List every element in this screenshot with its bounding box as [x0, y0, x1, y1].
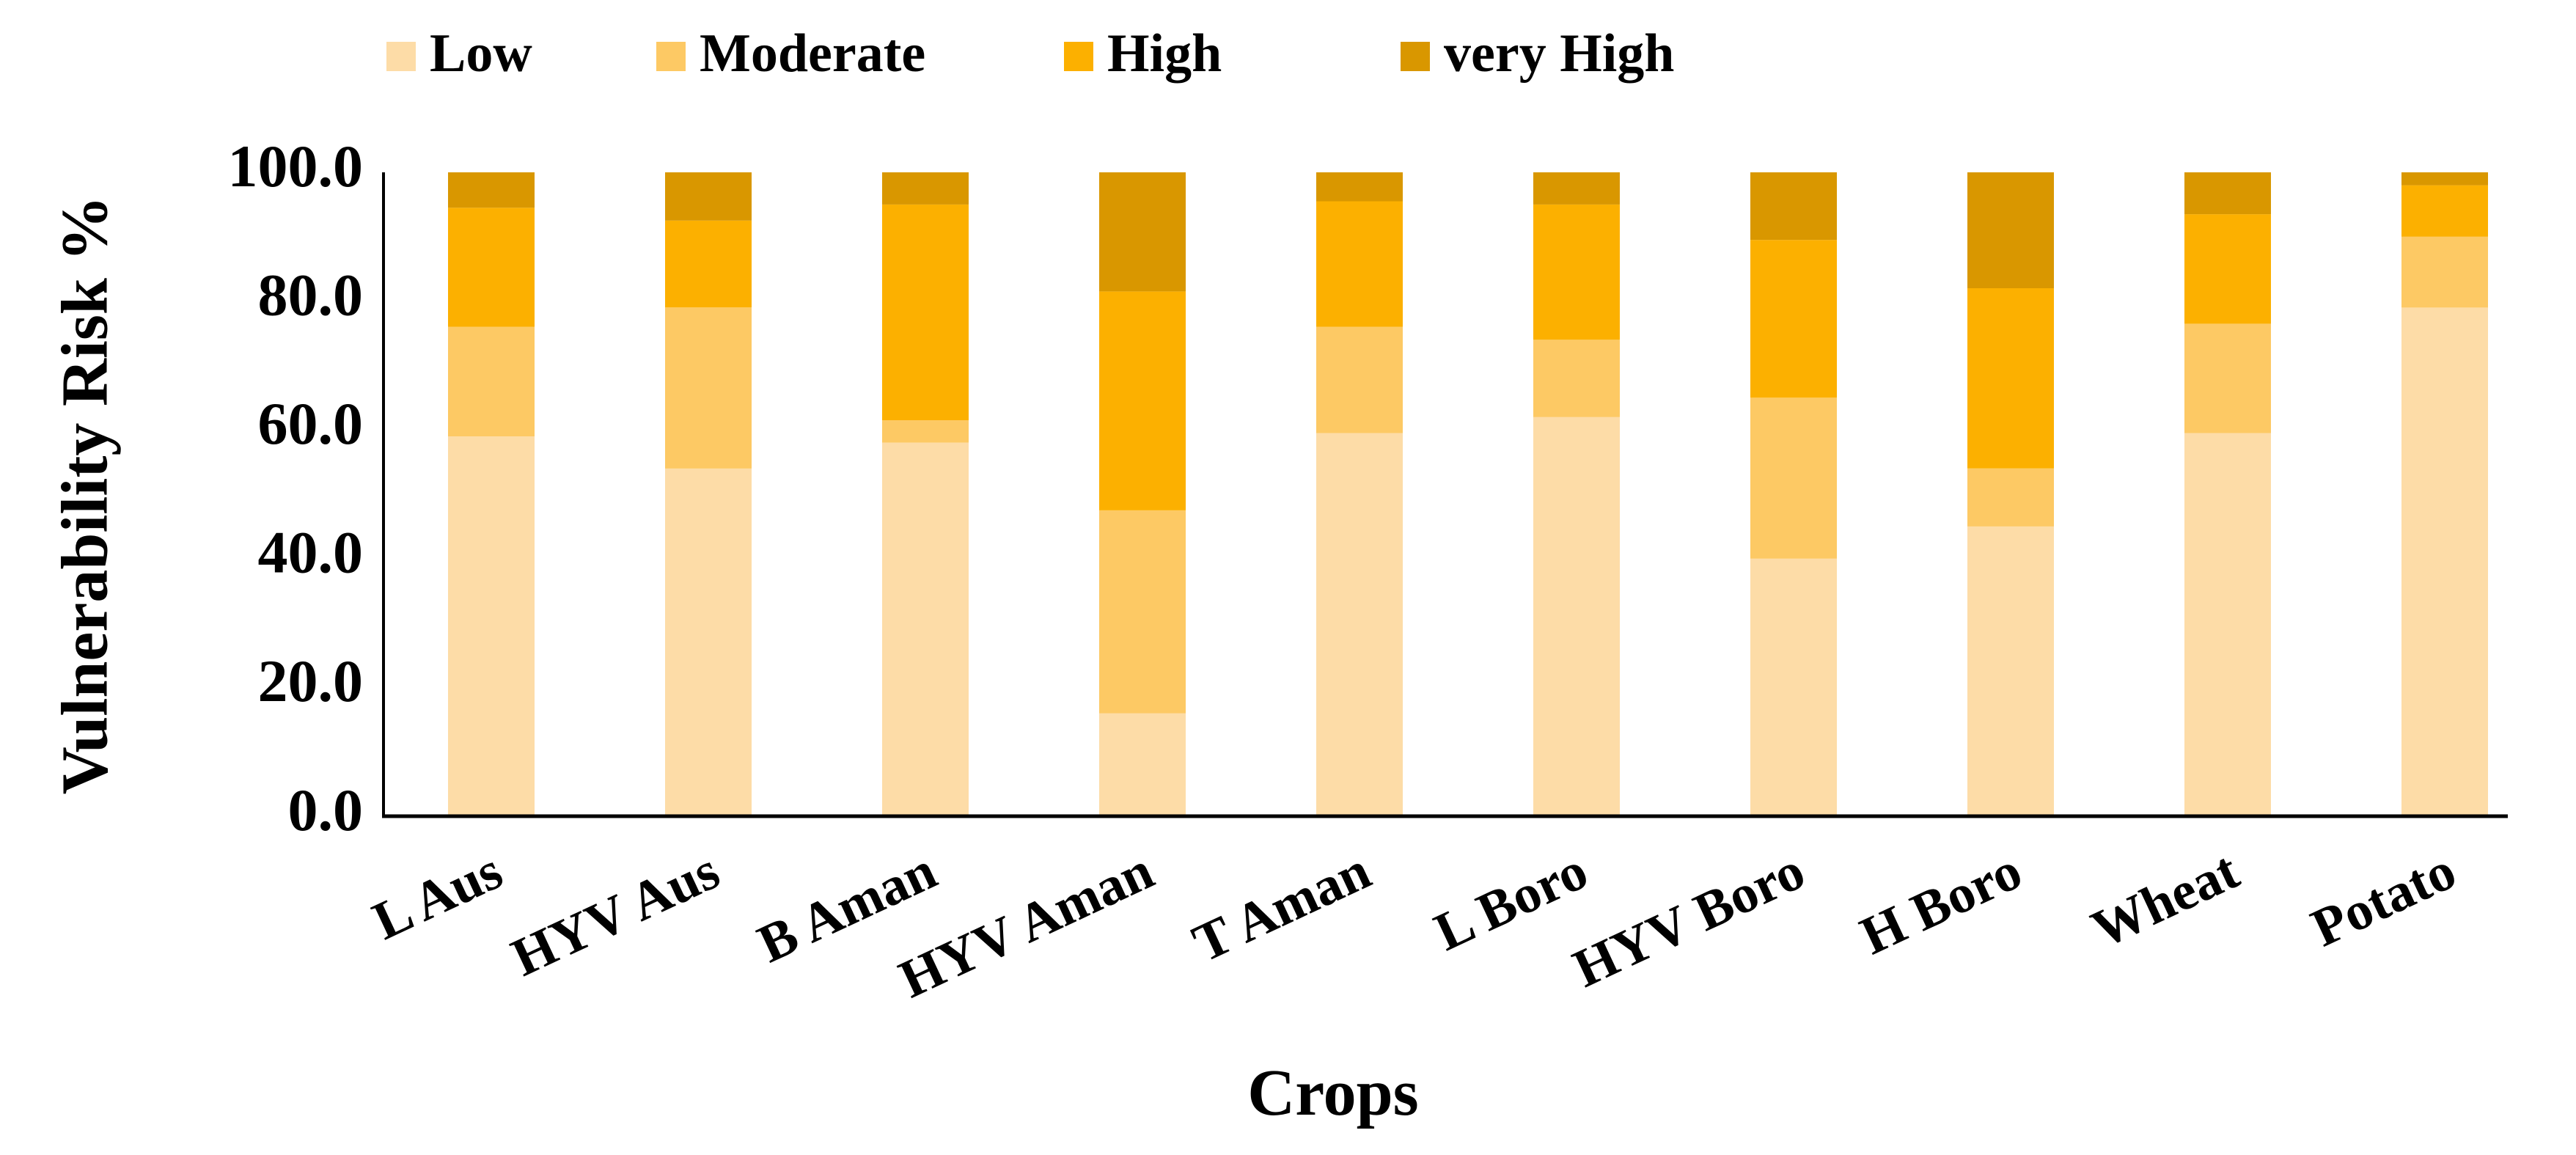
bar-potato-moderate [2401, 236, 2488, 308]
bar-potato-very-high [2401, 172, 2488, 186]
bar-wheat-moderate [2184, 323, 2271, 433]
bars [448, 172, 2488, 816]
legend-swatch-very-high [1401, 42, 1430, 71]
bar-wheat-very-high [2184, 172, 2271, 215]
y-tick-label: 0.0 [288, 777, 364, 843]
y-tick-label: 80.0 [258, 261, 364, 328]
legend-label-high: High [1107, 23, 1222, 84]
legend-label-moderate: Moderate [700, 23, 925, 84]
x-tick-label: H Boro [1852, 840, 2030, 967]
legend-swatch-high [1064, 42, 1093, 71]
bar-l-aus-very-high [448, 172, 535, 208]
y-tick-labels: 0.0 20.0 40.0 60.0 80.0 100.0 [228, 133, 364, 843]
bar-t-aman-low [1316, 433, 1403, 816]
x-tick-label: L Aus [364, 840, 512, 952]
bar-hyv-boro-high [1750, 240, 1837, 398]
bar-wheat-high [2184, 214, 2271, 324]
legend: Low Moderate High very High [386, 23, 1674, 84]
y-axis-title: Vulnerability Risk % [49, 196, 122, 795]
axes [382, 172, 2508, 818]
bar-h-boro-moderate [1967, 468, 2054, 527]
bar-t-aman-moderate [1316, 326, 1403, 433]
bar-wheat-low [2184, 433, 2271, 816]
bar-hyv-aman-high [1099, 291, 1186, 510]
bar-potato-high [2401, 185, 2488, 237]
bar-hyv-boro-moderate [1750, 397, 1837, 559]
bar-h-boro-very-high [1967, 172, 2054, 288]
bar-hyv-aus-low [665, 468, 752, 816]
bar-hyv-aman-very-high [1099, 172, 1186, 292]
bar-l-aus-moderate [448, 326, 535, 436]
bar-hyv-aus-very-high [665, 172, 752, 221]
bar-h-boro-high [1967, 288, 2054, 469]
bar-hyv-aman-moderate [1099, 510, 1186, 714]
bar-hyv-boro-low [1750, 558, 1837, 816]
bar-t-aman-high [1316, 201, 1403, 327]
bar-l-boro-low [1533, 417, 1620, 816]
bar-l-boro-very-high [1533, 172, 1620, 205]
y-tick-label: 60.0 [258, 390, 364, 457]
x-tick-label: Wheat [2083, 840, 2248, 960]
y-tick-label: 20.0 [258, 648, 364, 714]
bar-h-boro-low [1967, 526, 2054, 816]
bar-l-aus-low [448, 436, 535, 816]
bar-hyv-aman-low [1099, 713, 1186, 816]
bar-b-aman-moderate [882, 420, 969, 443]
x-axis-title: Crops [1247, 1057, 1418, 1129]
bar-hyv-aus-moderate [665, 307, 752, 469]
bar-b-aman-low [882, 442, 969, 816]
y-tick-label: 40.0 [258, 519, 364, 586]
legend-label-very-high: very High [1444, 23, 1674, 84]
legend-label-low: Low [430, 23, 532, 84]
bar-hyv-aus-high [665, 220, 752, 308]
legend-swatch-moderate [656, 42, 686, 71]
bar-l-boro-high [1533, 204, 1620, 340]
bar-l-aus-high [448, 208, 535, 327]
bar-b-aman-high [882, 204, 969, 420]
bar-l-boro-moderate [1533, 340, 1620, 417]
legend-swatch-low [386, 42, 416, 71]
bar-t-aman-very-high [1316, 172, 1403, 202]
bar-potato-low [2401, 307, 2488, 816]
x-tick-label: HYV Aus [503, 840, 728, 988]
x-tick-label: HYV Boro [1565, 840, 1814, 1000]
bar-b-aman-very-high [882, 172, 969, 205]
y-tick-label: 100.0 [228, 133, 364, 199]
bar-hyv-boro-very-high [1750, 172, 1837, 241]
x-tick-label: T Aman [1184, 840, 1379, 974]
x-tick-label: Potato [2302, 840, 2465, 958]
